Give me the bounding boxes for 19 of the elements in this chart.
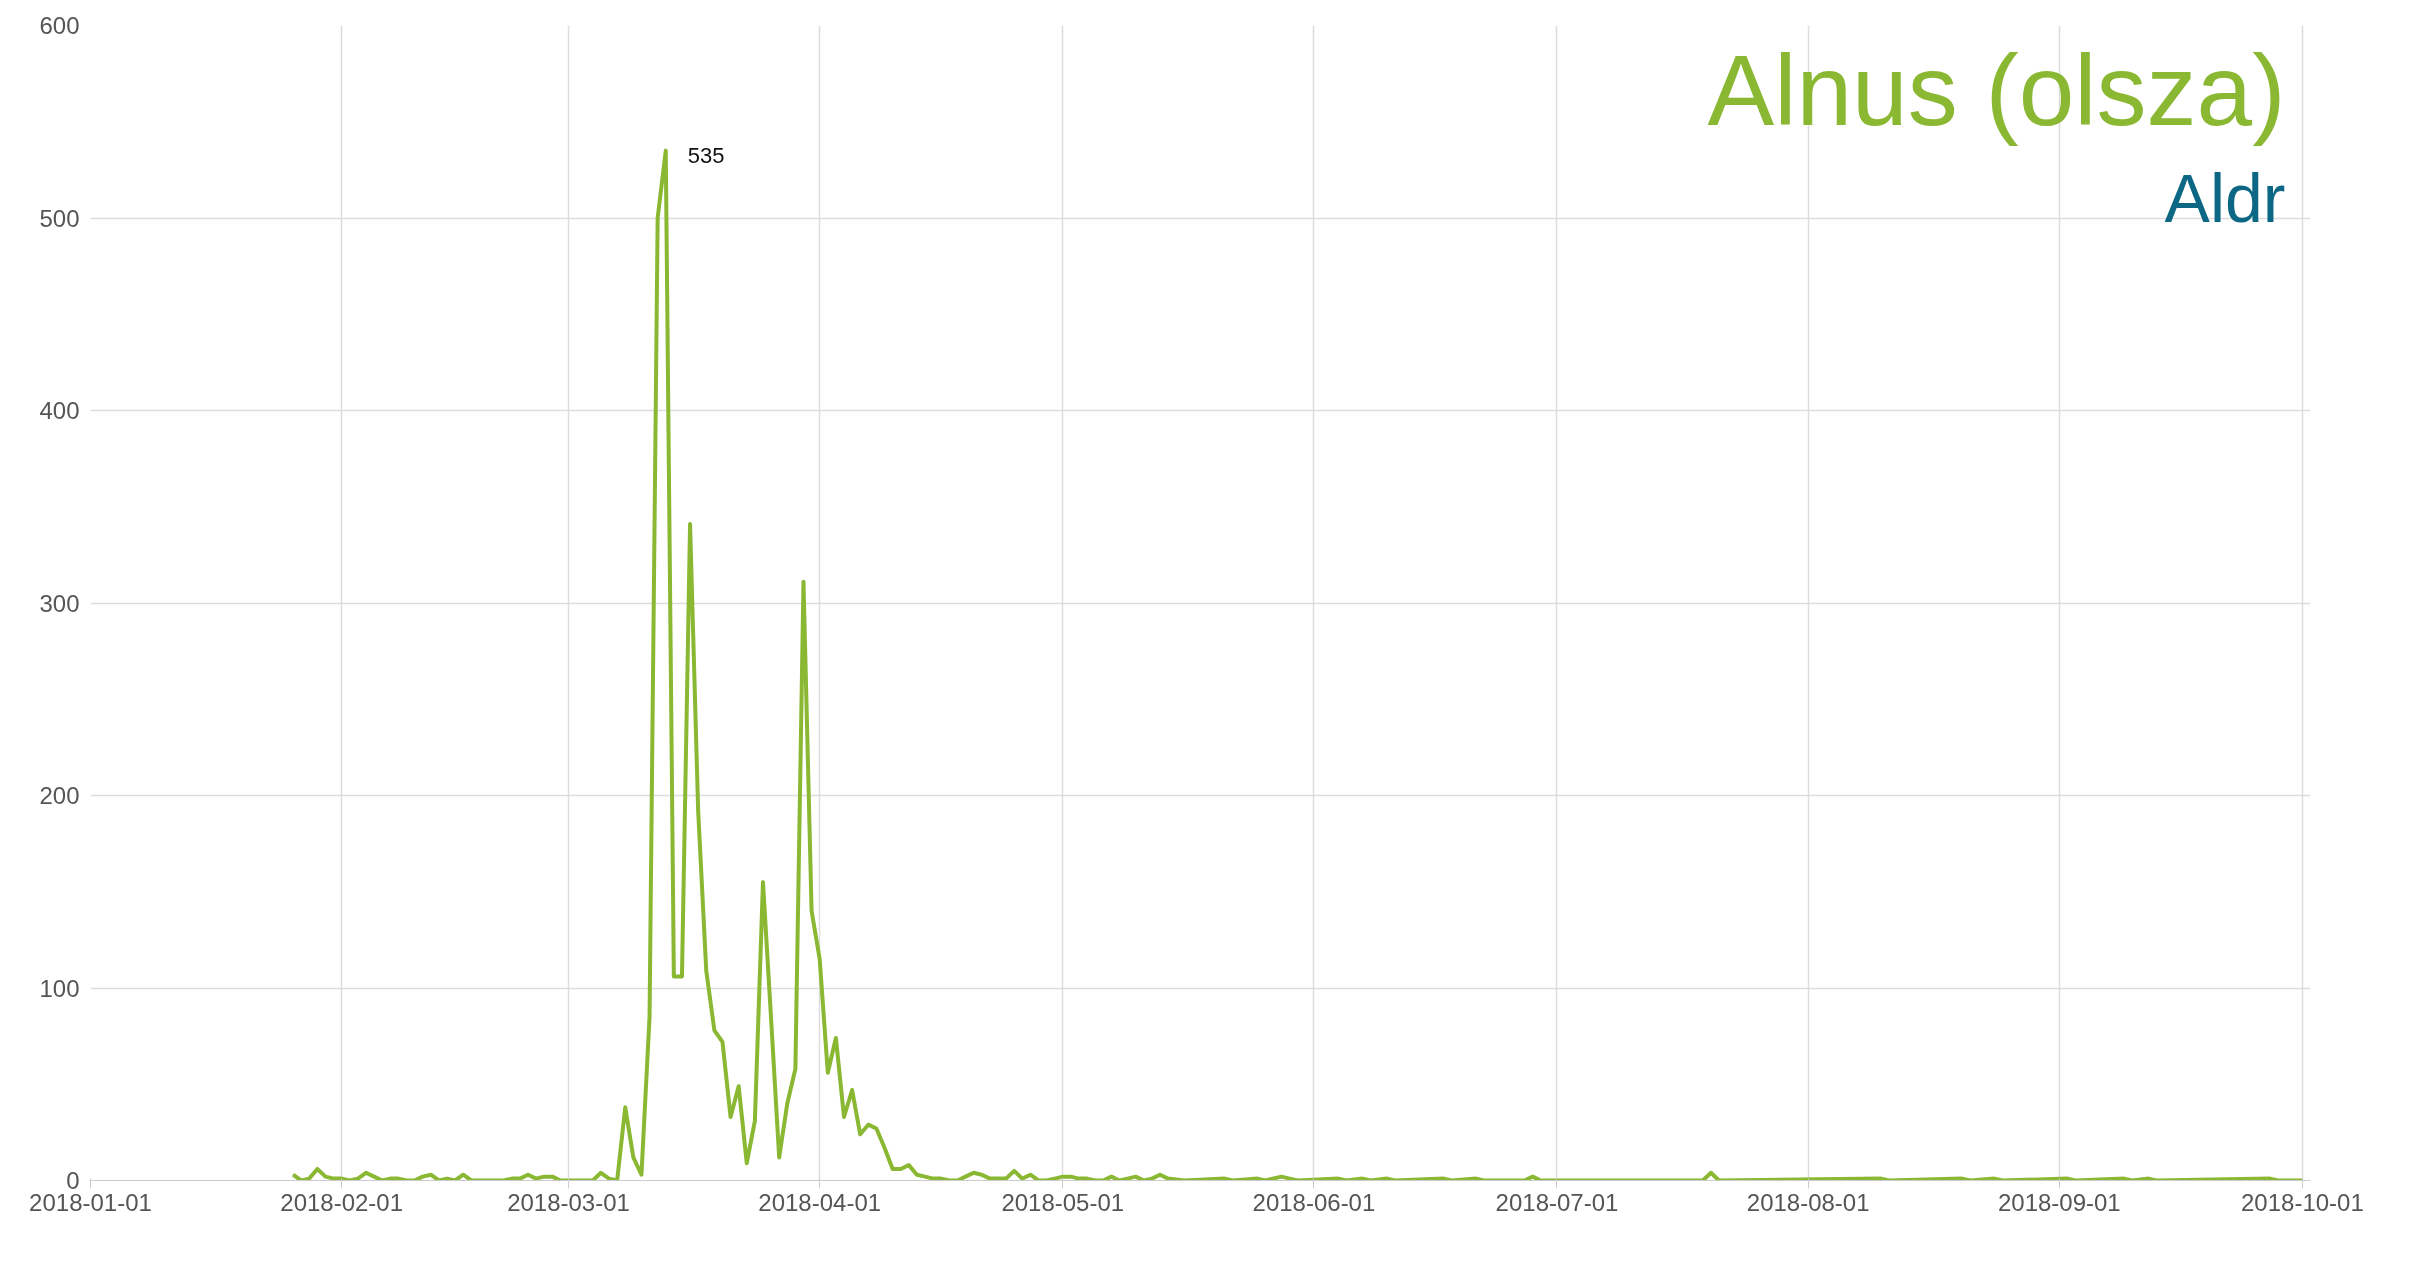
x-tick-label: 2018-07-01 <box>1495 1188 1619 1216</box>
x-tick-label: 2018-09-01 <box>1997 1188 2121 1216</box>
x-tick-label: 2018-08-01 <box>1746 1188 1870 1216</box>
x-tick-label: 2018-10-01 <box>2241 1188 2364 1216</box>
y-tick-label: 400 <box>39 397 80 424</box>
chart-title: Alnus (olsza) <box>1707 33 2286 146</box>
y-tick-label: 300 <box>39 589 80 617</box>
text: Aldr <box>2164 159 2286 236</box>
annotation: 535 <box>687 142 725 168</box>
x-tick-label: 2018-05-01 <box>1001 1188 1125 1216</box>
x-tick-label: 2018-04-01 <box>758 1188 882 1216</box>
y-tick-label: 100 <box>39 974 80 1002</box>
x-tick-label: 2018-03-01 <box>507 1188 630 1216</box>
x-tick-label: 2018-06-01 <box>1252 1188 1376 1216</box>
line-series <box>291 148 2305 1181</box>
x-tick-label: 2018-02-01 <box>280 1188 404 1216</box>
y-tick-label: 500 <box>39 204 80 232</box>
y-tick-label: 600 <box>39 12 80 39</box>
y-tick-label: 200 <box>39 782 80 809</box>
